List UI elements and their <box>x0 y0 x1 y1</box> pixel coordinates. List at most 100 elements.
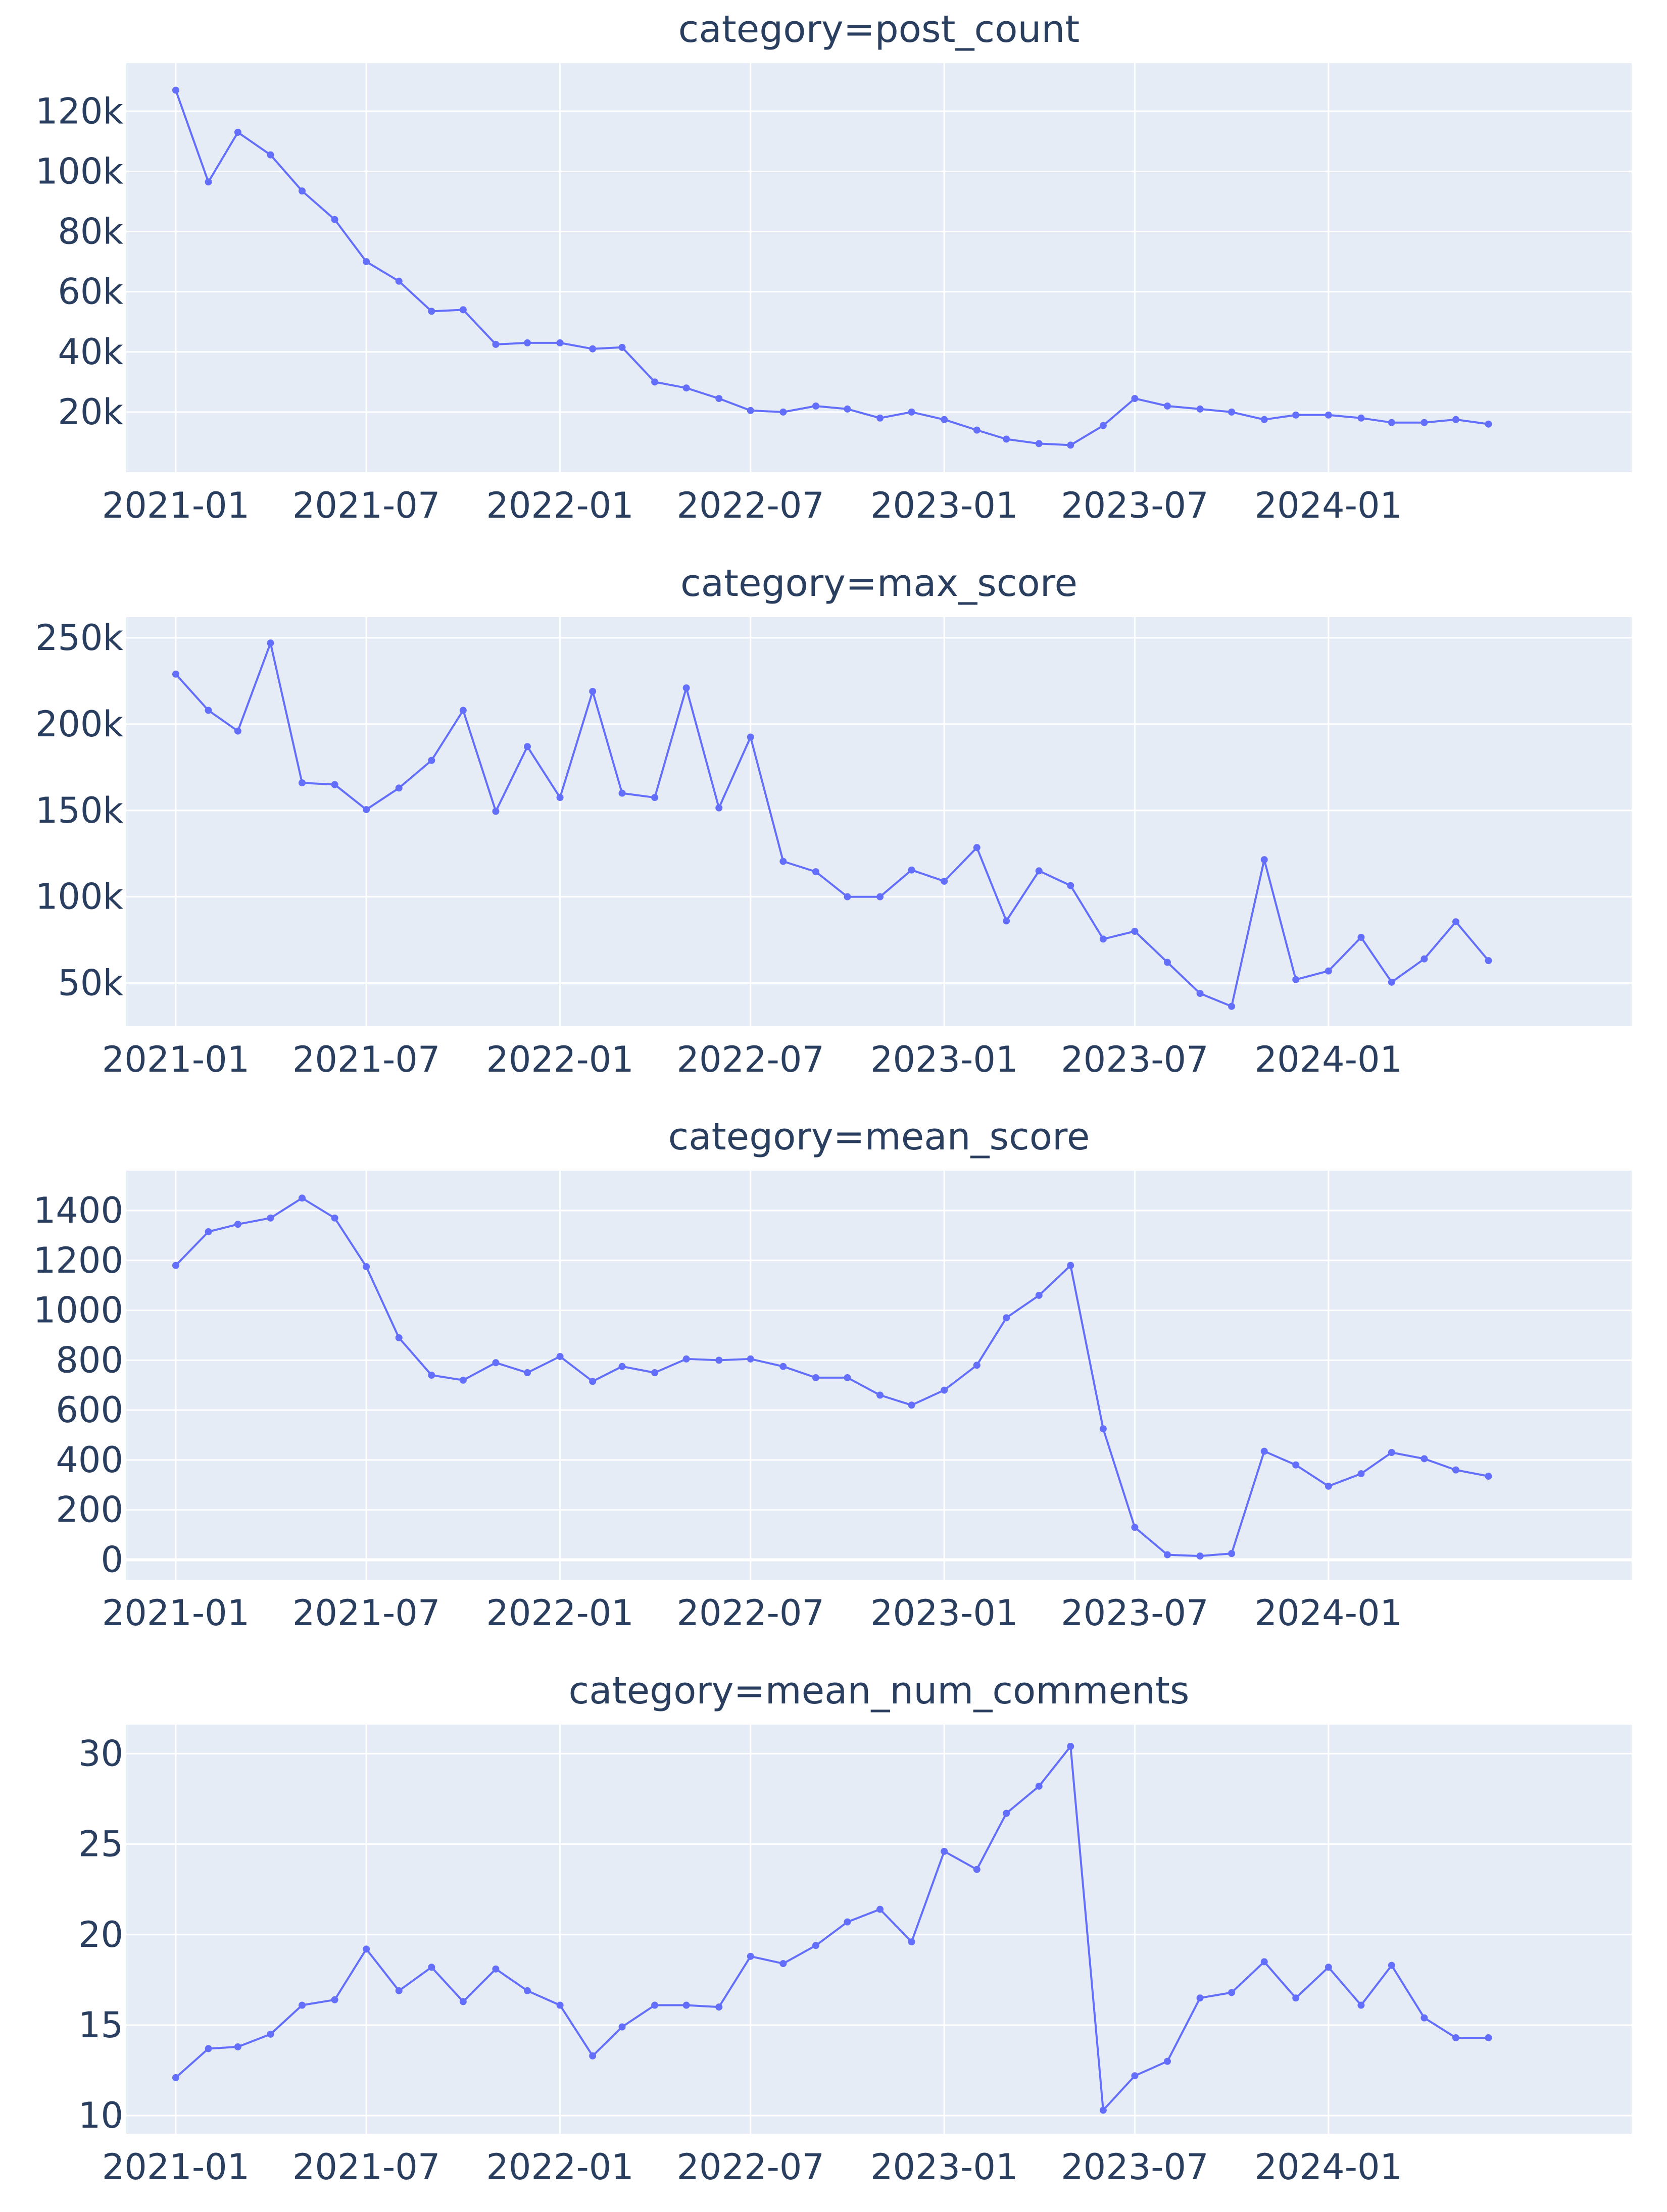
data-point <box>812 868 819 876</box>
series-line <box>175 1745 1489 2112</box>
data-point <box>715 2003 723 2011</box>
data-point <box>1292 411 1300 419</box>
x-tick-label: 2021-07 <box>292 1039 440 1080</box>
x-tick-label: 2023-07 <box>1061 2146 1208 2188</box>
x-tick-label: 2023-01 <box>870 1039 1018 1080</box>
data-point <box>651 2001 659 2009</box>
data-point <box>523 1987 531 1994</box>
data-point <box>459 707 467 714</box>
chart-panel-2: 2021-01 2021-07 2022-01 2022-07 2023-01 2023-… <box>35 562 1632 1080</box>
x-tick-label: 2023-07 <box>1061 1039 1208 1080</box>
plot-background <box>126 63 1632 472</box>
data-point <box>844 405 851 413</box>
data-point <box>234 128 241 136</box>
x-tick-label: 2024-01 <box>1255 485 1402 526</box>
data-point <box>1388 978 1395 986</box>
data-point <box>1067 1743 1074 1750</box>
data-point <box>1485 957 1492 965</box>
plot-background <box>126 617 1632 1026</box>
data-point <box>1452 416 1459 423</box>
y-tick-label: 60k <box>58 271 123 313</box>
x-tick-label: 2021-01 <box>102 1039 250 1080</box>
data-point <box>973 426 980 434</box>
x-tick-label: 2022-01 <box>486 1592 633 1634</box>
y-tick-label: 25 <box>78 1824 123 1865</box>
data-point <box>1292 1461 1300 1469</box>
data-point <box>1131 928 1139 935</box>
data-point <box>234 727 241 735</box>
x-tick-label: 2022-07 <box>677 2146 824 2188</box>
data-point <box>172 2074 179 2081</box>
data-point <box>1485 1473 1492 1480</box>
data-point <box>1325 967 1332 975</box>
data-point <box>267 151 274 159</box>
data-point <box>1067 882 1074 889</box>
x-tick-label: 2023-01 <box>870 485 1018 526</box>
data-point <box>267 2030 274 2038</box>
y-tick-label: 100k <box>35 876 124 918</box>
data-point <box>363 1945 370 1953</box>
data-point <box>1260 856 1268 864</box>
data-point <box>523 1369 531 1377</box>
data-point <box>523 339 531 346</box>
data-point <box>492 340 500 348</box>
x-tick-label: 2021-01 <box>102 1592 250 1634</box>
series-line <box>175 642 1490 1008</box>
y-tick-label: 0 <box>101 1539 123 1580</box>
data-point <box>618 789 626 797</box>
data-point <box>1099 935 1107 943</box>
data-point <box>428 1964 435 1971</box>
data-point <box>267 639 274 647</box>
data-point <box>1388 1449 1395 1456</box>
data-point <box>395 1334 403 1341</box>
data-point <box>428 1372 435 1379</box>
data-point <box>331 1214 338 1222</box>
x-tick-label: 2021-01 <box>102 485 250 526</box>
y-tick-label: 50k <box>58 963 123 1004</box>
data-point <box>1163 1551 1171 1559</box>
data-point <box>1196 1994 1204 2002</box>
data-point <box>682 2001 690 2009</box>
data-point <box>1260 1958 1268 1966</box>
data-point <box>682 684 690 692</box>
y-tick-label: 800 <box>56 1339 123 1381</box>
data-point <box>1003 1809 1010 1817</box>
data-point <box>299 779 306 787</box>
data-point <box>941 1386 948 1394</box>
data-point <box>973 844 980 851</box>
x-tick-label: 2023-07 <box>1061 485 1208 526</box>
data-point <box>1388 419 1395 426</box>
data-point <box>1357 2001 1365 2009</box>
y-tick-label: 15 <box>78 2004 123 2046</box>
data-point <box>1228 1989 1236 1996</box>
data-point <box>1131 395 1139 403</box>
data-point <box>1228 408 1236 416</box>
data-point <box>779 858 787 865</box>
y-tick-label: 250k <box>35 617 124 659</box>
data-point <box>205 1228 212 1236</box>
data-point <box>172 670 179 678</box>
data-point <box>589 2052 597 2059</box>
y-tick-label: 600 <box>56 1389 123 1431</box>
data-point <box>1325 1964 1332 1971</box>
data-point <box>299 1194 306 1202</box>
data-point <box>299 2001 306 2009</box>
x-tick-label: 2021-01 <box>102 2146 250 2188</box>
data-point <box>589 345 597 353</box>
data-point <box>492 808 500 815</box>
data-point <box>812 1942 819 1949</box>
data-point <box>876 1905 884 1913</box>
data-point <box>1452 2034 1459 2042</box>
data-point <box>1420 1455 1428 1463</box>
data-point <box>876 1391 884 1399</box>
data-point <box>395 784 403 792</box>
series-line <box>175 1197 1489 1557</box>
y-tick-label: 1400 <box>33 1190 123 1231</box>
chart-title: category=mean_score <box>668 1115 1090 1159</box>
data-point <box>1099 1425 1107 1433</box>
data-point <box>618 2023 626 2031</box>
data-point <box>715 1356 723 1364</box>
data-point <box>1325 411 1332 419</box>
x-tick-label: 2022-01 <box>486 485 633 526</box>
data-point <box>267 1214 274 1222</box>
